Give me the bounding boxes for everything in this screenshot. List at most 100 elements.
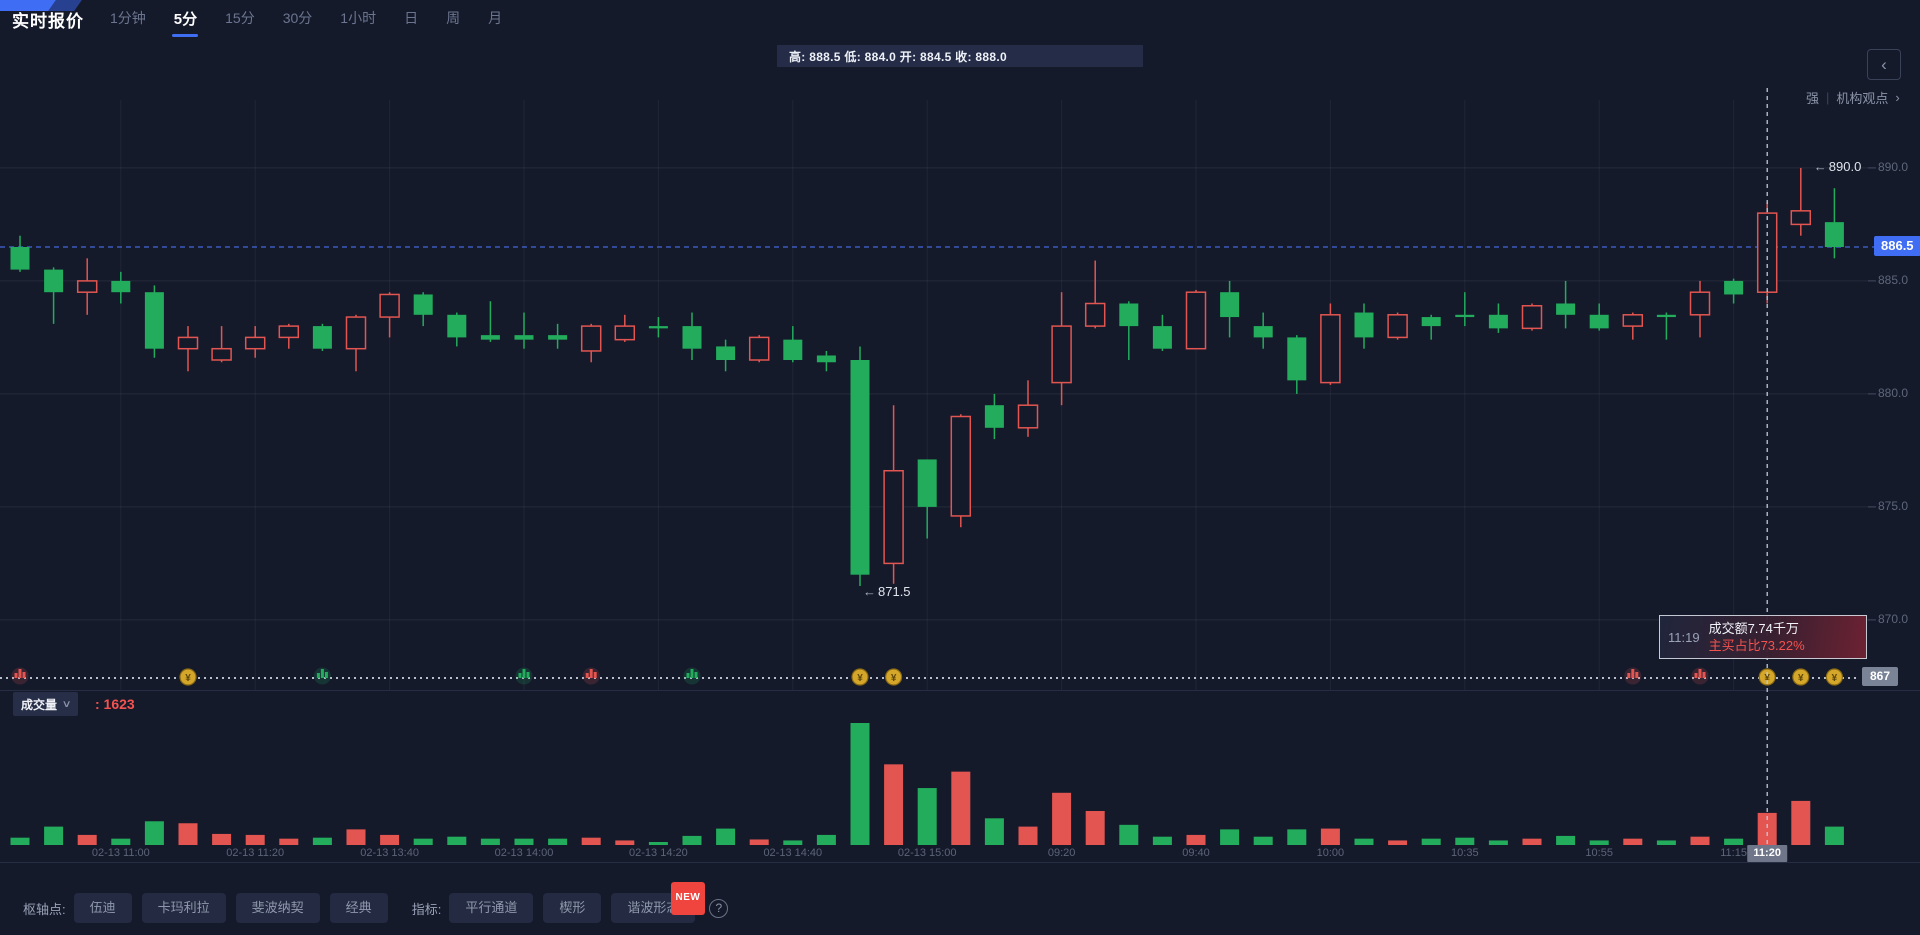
top-bar: 实时报价 1分钟 5分 15分 30分 1小时 日 周 月 — [0, 0, 1920, 36]
candle-body — [548, 335, 568, 340]
help-icon[interactable]: ? — [709, 898, 729, 918]
candle-body — [682, 326, 702, 349]
current-price-badge: 886.5 — [1874, 236, 1920, 256]
volume-bar — [1421, 838, 1441, 845]
time-axis-label: 10:00 — [1316, 847, 1345, 859]
candle-body — [1051, 325, 1072, 384]
candle-body — [1152, 326, 1172, 349]
volume-bar — [1220, 829, 1240, 845]
volume-bar — [1152, 836, 1172, 845]
strength-badge: 强 — [1806, 91, 1820, 106]
event-marker-red-bars[interactable] — [1624, 667, 1642, 685]
volume-bar — [447, 836, 467, 845]
volume-bar — [716, 828, 736, 845]
volume-indicator-dropdown[interactable]: 成交量 ∨ — [13, 692, 79, 716]
axis-floor-badge: 867 — [1862, 667, 1899, 686]
indicator-button-谐波形态[interactable]: 谐波形态 NEW — [611, 882, 706, 923]
candle-body — [950, 415, 972, 517]
timeframe-tab-日[interactable]: 日 — [404, 10, 419, 26]
candle-body — [244, 336, 266, 350]
divider: | — [1826, 90, 1830, 105]
candle-body — [580, 325, 602, 352]
volume-readout: : 1623 — [95, 696, 135, 712]
volume-bar — [548, 838, 568, 845]
institution-insight-link[interactable]: 强 | 机构观点 › — [1806, 88, 1900, 107]
volume-bar — [413, 838, 433, 845]
volume-bar — [212, 833, 232, 845]
timeframe-tab-5分[interactable]: 5分 — [172, 0, 199, 38]
volume-bar — [178, 823, 198, 845]
chevron-right-icon: › — [1895, 90, 1900, 105]
time-axis-label: 02-13 14:40 — [763, 847, 823, 859]
volume-bar — [581, 837, 601, 845]
collapse-panel-button[interactable]: ‹ — [1867, 49, 1901, 80]
candle-body — [1556, 303, 1576, 315]
pivot-button-经典[interactable]: 经典 — [329, 893, 388, 923]
indicator-button-平行通道[interactable]: 平行通道 — [449, 893, 534, 923]
candle-body — [345, 316, 367, 350]
candle-body — [1589, 314, 1609, 329]
svg-text:¥: ¥ — [857, 673, 863, 684]
event-marker-red-bars[interactable] — [582, 667, 600, 685]
time-axis-label: 02-13 15:00 — [897, 847, 957, 859]
event-marker-green-bars[interactable] — [313, 667, 331, 685]
candle-body — [413, 294, 433, 315]
price-tick-label: 890.0 — [1878, 159, 1909, 174]
volume-bar — [615, 840, 635, 845]
event-marker-gold-coin[interactable]: ¥ — [884, 668, 903, 686]
svg-text:¥: ¥ — [185, 673, 191, 684]
volume-bar — [1488, 840, 1508, 845]
event-marker-green-bars[interactable] — [683, 667, 701, 685]
pivot-button-斐波纳契[interactable]: 斐波纳契 — [235, 893, 320, 923]
svg-text:¥: ¥ — [1832, 673, 1838, 684]
event-marker-red-bars[interactable] — [1691, 667, 1709, 685]
candle-body — [1521, 305, 1543, 330]
timeframe-tab-15分[interactable]: 15分 — [225, 10, 255, 26]
volume-bar — [1589, 840, 1609, 845]
candle-body — [312, 326, 332, 349]
volume-bar — [1253, 836, 1273, 845]
session-high-annotation: ← 890.0 — [1814, 159, 1862, 174]
hover-tooltip: 11:19 成交额7.74千万 主买占比73.22% — [1659, 615, 1867, 659]
event-marker-gold-coin[interactable]: ¥ — [851, 668, 869, 686]
volume-bar — [951, 771, 971, 845]
candle-body — [917, 459, 937, 507]
event-marker-red-bars[interactable] — [11, 667, 29, 685]
indicator-button-楔形[interactable]: 楔形 — [543, 893, 602, 923]
timeframe-tab-30分[interactable]: 30分 — [282, 10, 313, 26]
time-axis-label: 02-13 11:00 — [91, 847, 150, 859]
volume-bar — [1556, 835, 1576, 845]
left-arrow-icon: ← — [1813, 158, 1827, 174]
candle-body — [816, 355, 836, 363]
left-arrow-icon: ← — [863, 584, 876, 599]
timeframe-tab-周[interactable]: 周 — [446, 10, 461, 26]
volume-bar — [1354, 838, 1374, 845]
volume-bar — [1119, 824, 1139, 845]
timeframe-tab-1小时[interactable]: 1小时 — [340, 10, 377, 26]
volume-bar — [850, 723, 870, 845]
page-title: 实时报价 — [12, 12, 84, 31]
event-marker-green-bars[interactable] — [515, 667, 533, 685]
volume-bar — [1320, 828, 1340, 845]
volume-bar — [1656, 840, 1676, 845]
session-high-value: 890.0 — [1828, 158, 1862, 174]
pivot-button-卡玛利拉[interactable]: 卡玛利拉 — [141, 893, 226, 923]
event-marker-gold-coin[interactable]: ¥ — [1758, 668, 1776, 686]
event-marker-gold-coin[interactable]: ¥ — [1825, 668, 1844, 686]
timeframe-tab-1分钟[interactable]: 1分钟 — [110, 10, 146, 26]
timeframe-tab-月[interactable]: 月 — [488, 10, 503, 26]
volume-bar — [648, 842, 668, 845]
time-axis-label: 10:55 — [1585, 847, 1613, 859]
volume-bar — [1757, 812, 1777, 845]
volume-bar — [783, 840, 803, 845]
svg-text:¥: ¥ — [891, 673, 897, 684]
candle-body — [76, 280, 98, 293]
event-marker-gold-coin[interactable]: ¥ — [179, 668, 197, 686]
volume-bar — [1791, 800, 1811, 845]
pivot-button-伍迪[interactable]: 伍迪 — [73, 893, 132, 923]
ohlc-info-bar: 高: 888.5 低: 884.0 开: 884.5 收: 888.0 — [777, 45, 1143, 67]
candle-body — [278, 325, 300, 339]
event-marker-gold-coin[interactable]: ¥ — [1792, 668, 1810, 686]
candle-body — [1488, 314, 1508, 329]
